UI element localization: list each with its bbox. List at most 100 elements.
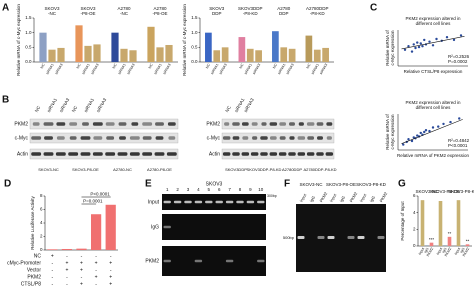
bar	[120, 48, 128, 62]
blot-band	[241, 122, 249, 126]
sign: -	[66, 253, 68, 259]
point	[445, 36, 449, 39]
blot-strip	[29, 118, 179, 130]
gel-band	[377, 236, 385, 239]
blot-band	[326, 122, 333, 126]
gel-band	[297, 236, 305, 239]
blot-band	[80, 152, 91, 156]
blot-band	[222, 152, 231, 156]
point	[403, 48, 407, 51]
y-tick-label: 4	[40, 220, 43, 225]
row-label: cMyc-Promoter	[7, 260, 41, 266]
blot-band	[118, 122, 127, 126]
group-header: SKOV3-P8-OE	[430, 189, 460, 194]
annotation: P=0.0001	[83, 199, 103, 204]
sign: -	[95, 267, 97, 273]
y-tick-label: 0.5	[25, 45, 32, 50]
blot-band	[68, 152, 79, 156]
category-label: NC	[40, 63, 46, 70]
blot-band	[325, 152, 334, 156]
sign: -	[66, 274, 68, 280]
lane-label: PKM2	[348, 190, 358, 203]
y-tick-label: 4	[413, 210, 416, 215]
group-label: SKOV3DDP-P8-KD	[247, 167, 282, 172]
group-header: -P8-KD	[310, 11, 326, 16]
sign: +	[51, 253, 54, 259]
bar	[93, 44, 101, 62]
blot-band	[166, 152, 177, 156]
gel	[162, 214, 266, 240]
significance: **	[466, 239, 470, 244]
group-header: A2780	[117, 6, 131, 11]
point	[452, 38, 456, 42]
category-label: siRNA3	[252, 63, 261, 75]
cell-label: SKOV3	[206, 181, 223, 187]
blot-band	[56, 122, 66, 126]
point	[407, 138, 410, 141]
lane-label: 4	[197, 187, 200, 192]
blot-band	[80, 136, 91, 140]
category-label: siRNA3	[218, 63, 227, 75]
point	[435, 37, 438, 41]
bar	[90, 214, 102, 250]
category-label: siRNA1	[81, 63, 90, 75]
category-label: NC	[76, 63, 82, 70]
y-tick-label: 6	[413, 193, 416, 198]
lane-label: siRNA1	[46, 97, 58, 113]
gel-band	[246, 200, 255, 204]
gel-band	[205, 200, 213, 204]
y-axis-label: Relative mRNA of c-Myc expression	[182, 4, 187, 76]
sign: -	[81, 253, 83, 259]
group-header: A2780	[277, 6, 291, 11]
blot-band	[69, 122, 78, 126]
blot-band	[93, 136, 103, 140]
gel-band	[327, 236, 335, 239]
category-label: NC	[112, 63, 118, 70]
blot-band	[129, 136, 140, 140]
category-label: siRNA1	[277, 63, 286, 75]
point	[410, 50, 414, 53]
chart-title: PKM2 expression altered in	[405, 100, 461, 105]
row-label: PKM2	[145, 258, 159, 264]
bar	[322, 47, 329, 62]
chart-title: different cell lines	[416, 105, 451, 110]
blot-band	[43, 152, 54, 156]
marker-label: 300bp	[267, 194, 277, 198]
sign: +	[65, 267, 68, 273]
lane-label: Input	[328, 192, 337, 203]
category-label: NC	[148, 63, 154, 70]
bar	[255, 50, 262, 62]
blot-band	[261, 122, 267, 126]
blot-band	[279, 136, 286, 140]
bar	[213, 50, 221, 62]
blot-band	[232, 122, 240, 126]
point	[414, 46, 417, 50]
gel-band	[163, 259, 171, 263]
gel-band	[194, 259, 203, 263]
y-tick-label: 0	[40, 247, 43, 252]
group-header: -P8-KD	[243, 11, 259, 16]
gel-band	[184, 200, 192, 204]
blot-band	[117, 152, 128, 156]
bar	[238, 37, 246, 62]
y-tick-label: 6	[40, 207, 43, 212]
bar	[288, 48, 296, 62]
blot-band	[269, 152, 278, 156]
lane-label: 9	[249, 187, 252, 192]
gel-band	[225, 259, 234, 263]
bar	[61, 248, 73, 250]
blot-band	[167, 122, 176, 126]
fit-line	[401, 36, 465, 50]
bar	[305, 35, 313, 62]
point	[449, 120, 452, 124]
group-header: -P8-OE	[80, 11, 95, 16]
bar	[456, 200, 461, 246]
row-label: IgG	[151, 224, 159, 230]
lane-label: 3	[187, 187, 190, 192]
point	[458, 117, 461, 120]
y-axis-label: Relative mRNA of	[385, 113, 390, 149]
blot-band	[232, 136, 240, 140]
point	[423, 38, 426, 42]
group-header: DDP	[279, 11, 289, 16]
